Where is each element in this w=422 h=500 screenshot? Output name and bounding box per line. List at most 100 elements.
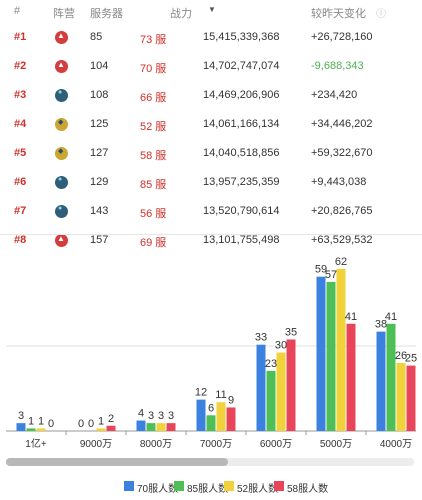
faction-red-icon bbox=[55, 31, 68, 44]
bar-value-label: 1 bbox=[38, 415, 44, 427]
change-cell: +59,322,670 bbox=[311, 147, 373, 159]
server-cell: 108 bbox=[90, 89, 109, 101]
x-tick-label: 8000万 bbox=[140, 439, 172, 450]
bar-value-label: 23 bbox=[265, 358, 277, 370]
bar-58服人数-4000万[interactable] bbox=[406, 365, 416, 431]
bar-value-label: 1 bbox=[28, 415, 34, 427]
bar-58服人数-7000万[interactable] bbox=[226, 407, 236, 431]
bar-value-label: 3 bbox=[168, 410, 174, 422]
power-cell: 14,702,747,074 bbox=[203, 60, 280, 72]
bar-value-label: 33 bbox=[255, 332, 267, 344]
server-cell: 85 bbox=[90, 31, 103, 43]
server-cell: 129 bbox=[90, 176, 109, 188]
bar-52服人数-4000万[interactable] bbox=[396, 363, 406, 431]
table-row[interactable]: #6 129 85 服 13,957,235,359 +9,443,038 bbox=[0, 167, 422, 196]
bar-70服人数-5000万[interactable] bbox=[316, 276, 326, 431]
power-cell: 15,415,339,368 bbox=[203, 31, 280, 43]
bar-58服人数-9000万[interactable] bbox=[106, 425, 116, 431]
header-server[interactable]: 服务器 bbox=[90, 8, 123, 20]
change-cell: +34,446,202 bbox=[311, 118, 373, 130]
bar-85服人数-5000万[interactable] bbox=[326, 281, 336, 431]
rank-cell: #6 bbox=[14, 176, 27, 188]
chart-legend: 70服人数 85服人数 52服人数 58服人数 bbox=[0, 478, 422, 495]
rank-cell: #5 bbox=[14, 147, 27, 159]
bar-value-label: 3 bbox=[148, 410, 154, 422]
bar-value-label: 41 bbox=[345, 311, 357, 323]
legend-swatch bbox=[274, 481, 284, 491]
faction-blue-icon bbox=[55, 176, 68, 189]
legend-label: 85服人数 bbox=[187, 484, 229, 495]
info-icon[interactable]: ⓘ bbox=[376, 9, 386, 20]
bar-value-label: 6 bbox=[208, 402, 214, 414]
bar-value-label: 25 bbox=[405, 353, 417, 365]
header-change[interactable]: 较昨天变化 bbox=[311, 8, 366, 20]
chart-scrollbar[interactable] bbox=[6, 458, 414, 466]
change-cell: +63,529,532 bbox=[311, 234, 373, 246]
bar-58服人数-6000万[interactable] bbox=[286, 339, 296, 431]
x-tick-label: 7000万 bbox=[200, 439, 232, 450]
change-cell: +26,728,160 bbox=[311, 31, 373, 43]
table-row[interactable]: #4 125 52 服 14,061,166,134 +34,446,202 bbox=[0, 109, 422, 138]
table-row[interactable]: #2 104 70 服 14,702,747,074 -9,688,343 bbox=[0, 51, 422, 80]
legend-swatch bbox=[224, 481, 234, 491]
faction-blue-icon bbox=[55, 89, 68, 102]
sort-desc-icon[interactable]: ▼ bbox=[208, 5, 216, 14]
server-count-cell: 85 服 bbox=[140, 179, 167, 191]
change-cell: +9,443,038 bbox=[311, 176, 367, 188]
bar-58服人数-5000万[interactable] bbox=[346, 323, 356, 431]
rank-cell: #1 bbox=[14, 31, 27, 43]
bar-value-label: 57 bbox=[325, 269, 337, 281]
x-tick-label: 6000万 bbox=[260, 439, 292, 450]
bar-70服人数-7000万[interactable] bbox=[196, 399, 206, 431]
bar-70服人数-1亿+[interactable] bbox=[16, 423, 26, 431]
header-power[interactable]: 战力 bbox=[170, 8, 192, 20]
bar-value-label: 41 bbox=[385, 311, 397, 323]
legend-swatch bbox=[124, 481, 134, 491]
rank-cell: #3 bbox=[14, 89, 27, 101]
server-count-cell: 69 服 bbox=[140, 237, 167, 249]
bar-85服人数-7000万[interactable] bbox=[206, 415, 216, 431]
server-cell: 127 bbox=[90, 147, 109, 159]
bar-70服人数-6000万[interactable] bbox=[256, 344, 266, 431]
chart-scrollbar-thumb[interactable] bbox=[6, 458, 228, 466]
legend-label: 70服人数 bbox=[137, 484, 179, 495]
table-row[interactable]: #5 127 58 服 14,040,518,856 +59,322,670 bbox=[0, 138, 422, 167]
table-row[interactable]: #8 157 69 服 13,101,755,498 +63,529,532 bbox=[0, 225, 422, 254]
bar-value-label: 0 bbox=[88, 418, 94, 430]
x-tick-label: 9000万 bbox=[80, 439, 112, 450]
bar-value-label: 12 bbox=[195, 387, 207, 399]
faction-red-icon bbox=[55, 60, 68, 73]
bar-52服人数-5000万[interactable] bbox=[336, 268, 346, 431]
bar-85服人数-6000万[interactable] bbox=[266, 370, 276, 431]
bar-value-label: 2 bbox=[108, 413, 114, 425]
bar-52服人数-8000万[interactable] bbox=[156, 423, 166, 431]
rank-cell: #8 bbox=[14, 234, 27, 246]
bar-52服人数-6000万[interactable] bbox=[276, 352, 286, 431]
faction-blue-icon bbox=[55, 205, 68, 218]
bar-85服人数-1亿+[interactable] bbox=[26, 428, 36, 431]
bar-70服人数-4000万[interactable] bbox=[376, 331, 386, 431]
power-cell: 13,520,790,614 bbox=[203, 205, 280, 217]
bar-52服人数-7000万[interactable] bbox=[216, 402, 226, 431]
faction-yellow-icon bbox=[55, 147, 68, 160]
header-camp[interactable]: 阵营 bbox=[53, 8, 75, 20]
server-cell: 104 bbox=[90, 60, 109, 72]
x-tick-label: 1亿+ bbox=[25, 437, 47, 450]
server-count-cell: 73 服 bbox=[140, 34, 167, 46]
table-row[interactable]: #3 108 66 服 14,469,206,906 +234,420 bbox=[0, 80, 422, 109]
bar-52服人数-9000万[interactable] bbox=[96, 428, 106, 431]
table-row[interactable]: #7 143 56 服 13,520,790,614 +20,826,765 bbox=[0, 196, 422, 225]
bar-85服人数-4000万[interactable] bbox=[386, 323, 396, 431]
table-row[interactable]: #1 85 73 服 15,415,339,368 +26,728,160 bbox=[0, 22, 422, 51]
bar-58服人数-8000万[interactable] bbox=[166, 423, 176, 431]
bar-70服人数-8000万[interactable] bbox=[136, 420, 146, 431]
x-tick-label: 5000万 bbox=[320, 439, 352, 450]
bar-52服人数-1亿+[interactable] bbox=[36, 428, 46, 431]
faction-yellow-icon bbox=[55, 118, 68, 131]
faction-red-icon bbox=[55, 234, 68, 247]
power-cell: 14,061,166,134 bbox=[203, 118, 280, 130]
bar-value-label: 30 bbox=[275, 340, 287, 352]
bar-value-label: 62 bbox=[335, 256, 347, 268]
bar-85服人数-8000万[interactable] bbox=[146, 423, 156, 431]
